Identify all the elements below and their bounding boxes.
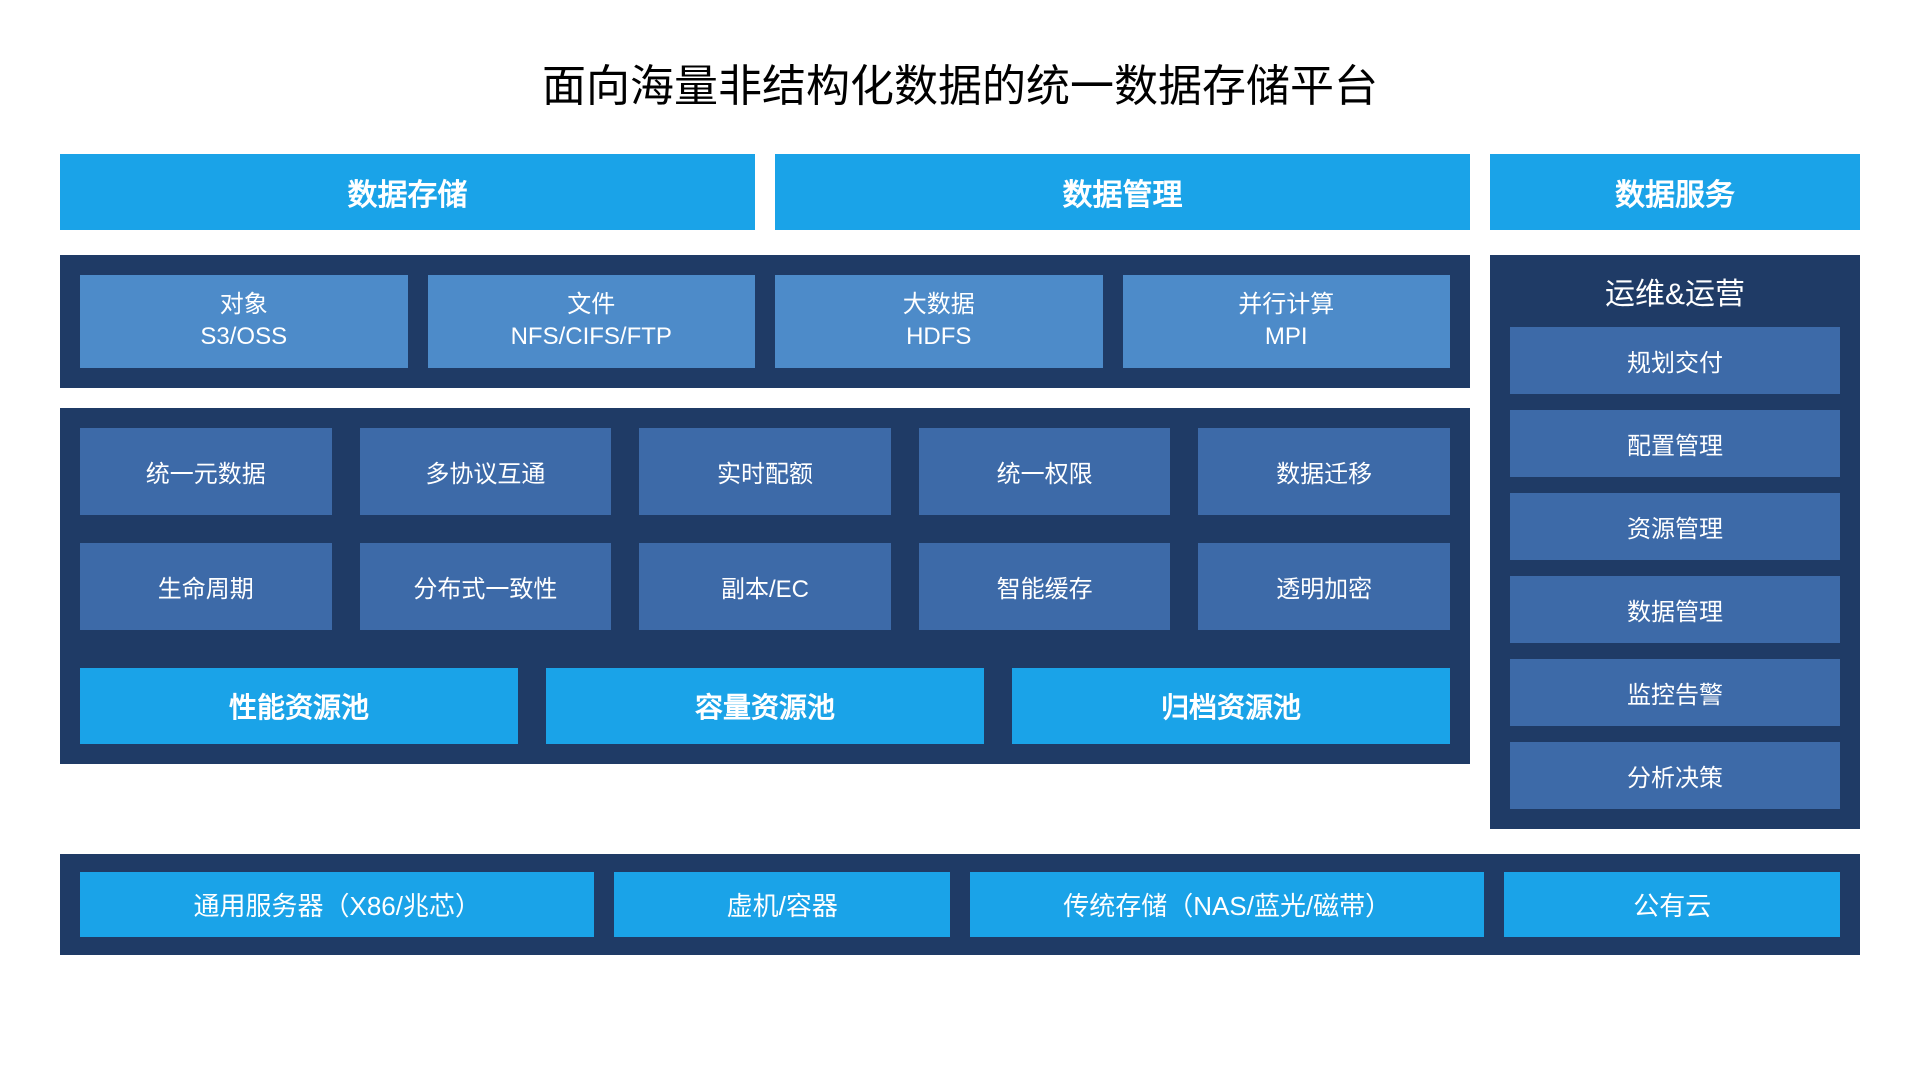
- side-item: 配置管理: [1510, 410, 1840, 477]
- feature-box: 多协议互通: [360, 428, 612, 515]
- protocols-row: 对象S3/OSS文件NFS/CIFS/FTP大数据HDFS并行计算MPI: [80, 275, 1450, 368]
- main-row: 对象S3/OSS文件NFS/CIFS/FTP大数据HDFS并行计算MPI 统一元…: [60, 255, 1860, 829]
- side-item: 资源管理: [1510, 493, 1840, 560]
- protocol-box-2: 大数据HDFS: [775, 275, 1103, 368]
- feature-box: 统一元数据: [80, 428, 332, 515]
- bottom-box: 传统存储（NAS/蓝光/磁带）: [970, 872, 1484, 937]
- tab-storage: 数据存储: [60, 154, 755, 230]
- side-items: 规划交付配置管理资源管理数据管理监控告警分析决策: [1510, 327, 1840, 809]
- side-panel: 运维&运营 规划交付配置管理资源管理数据管理监控告警分析决策: [1490, 255, 1860, 829]
- tab-service: 数据服务: [1490, 154, 1860, 230]
- tab-management: 数据管理: [775, 154, 1470, 230]
- protocol-line2: S3/OSS: [80, 321, 408, 353]
- page-title: 面向海量非结构化数据的统一数据存储平台: [60, 50, 1860, 114]
- feature-box: 智能缓存: [919, 543, 1171, 630]
- protocols-panel: 对象S3/OSS文件NFS/CIFS/FTP大数据HDFS并行计算MPI: [60, 255, 1470, 388]
- protocol-box-1: 文件NFS/CIFS/FTP: [428, 275, 756, 368]
- bottom-box: 公有云: [1504, 872, 1840, 937]
- protocol-box-3: 并行计算MPI: [1123, 275, 1451, 368]
- protocol-line2: NFS/CIFS/FTP: [428, 321, 756, 353]
- side-item: 规划交付: [1510, 327, 1840, 394]
- protocol-line1: 对象: [80, 289, 408, 321]
- feature-box: 生命周期: [80, 543, 332, 630]
- side-item: 数据管理: [1510, 576, 1840, 643]
- feature-box: 实时配额: [639, 428, 891, 515]
- protocol-line2: HDFS: [775, 321, 1103, 353]
- feature-box: 透明加密: [1198, 543, 1450, 630]
- features-row-2: 生命周期分布式一致性副本/EC 智能缓存透明加密: [80, 543, 1450, 630]
- features-grid: 统一元数据多协议互通实时配额统一权限数据迁移 生命周期分布式一致性副本/EC 智能…: [80, 428, 1450, 744]
- protocol-line2: MPI: [1123, 321, 1451, 353]
- side-item: 监控告警: [1510, 659, 1840, 726]
- protocol-line1: 文件: [428, 289, 756, 321]
- pool-box: 归档资源池: [1012, 668, 1450, 744]
- features-panel: 统一元数据多协议互通实时配额统一权限数据迁移 生命周期分布式一致性副本/EC 智能…: [60, 408, 1470, 764]
- protocol-line1: 大数据: [775, 289, 1103, 321]
- side-item: 分析决策: [1510, 742, 1840, 809]
- bottom-box: 虚机/容器: [614, 872, 950, 937]
- feature-box: 副本/EC: [639, 543, 891, 630]
- side-panel-title: 运维&运营: [1510, 269, 1840, 313]
- bottom-panel: 通用服务器（X86/兆芯） 虚机/容器传统存储（NAS/蓝光/磁带） 公有云: [60, 854, 1860, 955]
- feature-box: 数据迁移: [1198, 428, 1450, 515]
- pool-box: 性能资源池: [80, 668, 518, 744]
- feature-box: 统一权限: [919, 428, 1171, 515]
- main-left-column: 对象S3/OSS文件NFS/CIFS/FTP大数据HDFS并行计算MPI 统一元…: [60, 255, 1470, 829]
- pool-box: 容量资源池: [546, 668, 984, 744]
- protocol-line1: 并行计算: [1123, 289, 1451, 321]
- top-tabs-row: 数据存储 数据管理 数据服务: [60, 154, 1860, 230]
- protocol-box-0: 对象S3/OSS: [80, 275, 408, 368]
- bottom-row: 通用服务器（X86/兆芯） 虚机/容器传统存储（NAS/蓝光/磁带） 公有云: [80, 872, 1840, 937]
- feature-box: 分布式一致性: [360, 543, 612, 630]
- top-left-tabs: 数据存储 数据管理: [60, 154, 1470, 230]
- pools-row: 性能资源池容量资源池归档资源池: [80, 668, 1450, 744]
- bottom-box: 通用服务器（X86/兆芯）: [80, 872, 594, 937]
- features-row-1: 统一元数据多协议互通实时配额统一权限数据迁移: [80, 428, 1450, 515]
